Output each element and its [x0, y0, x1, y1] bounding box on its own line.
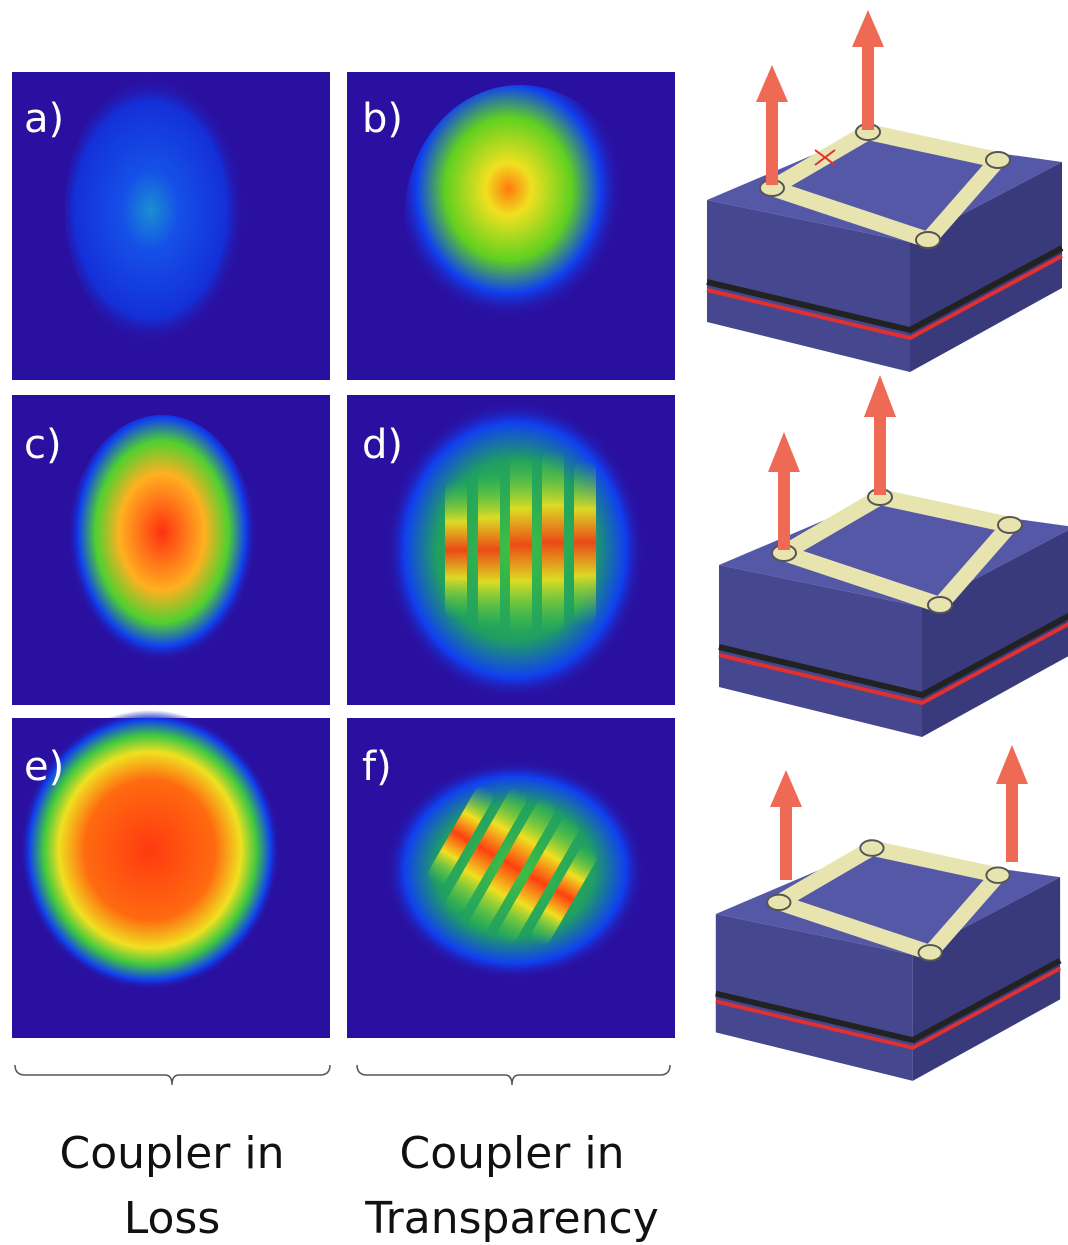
devices	[707, 10, 1068, 1081]
beam	[65, 75, 255, 345]
device	[719, 489, 1068, 737]
braces	[15, 1065, 670, 1085]
panel-label: b)	[362, 96, 403, 142]
device	[716, 840, 1060, 1081]
panel-label: c)	[24, 422, 62, 468]
device	[707, 124, 1062, 372]
panel-label: e)	[24, 744, 64, 790]
beam	[67, 415, 257, 675]
panel-label: d)	[362, 422, 403, 468]
figure: a) b) c) d) e) f) Coupler in Loss Couple…	[0, 0, 1068, 1245]
panel-label: a)	[24, 96, 64, 142]
caption: Coupler in	[60, 1128, 285, 1179]
caption: Loss	[124, 1193, 221, 1244]
panel-label: f)	[362, 744, 392, 790]
beam	[405, 85, 635, 345]
panels: a) b) c) d) e) f)	[12, 72, 675, 1038]
caption: Transparency	[364, 1193, 658, 1244]
caption: Coupler in	[400, 1128, 625, 1179]
